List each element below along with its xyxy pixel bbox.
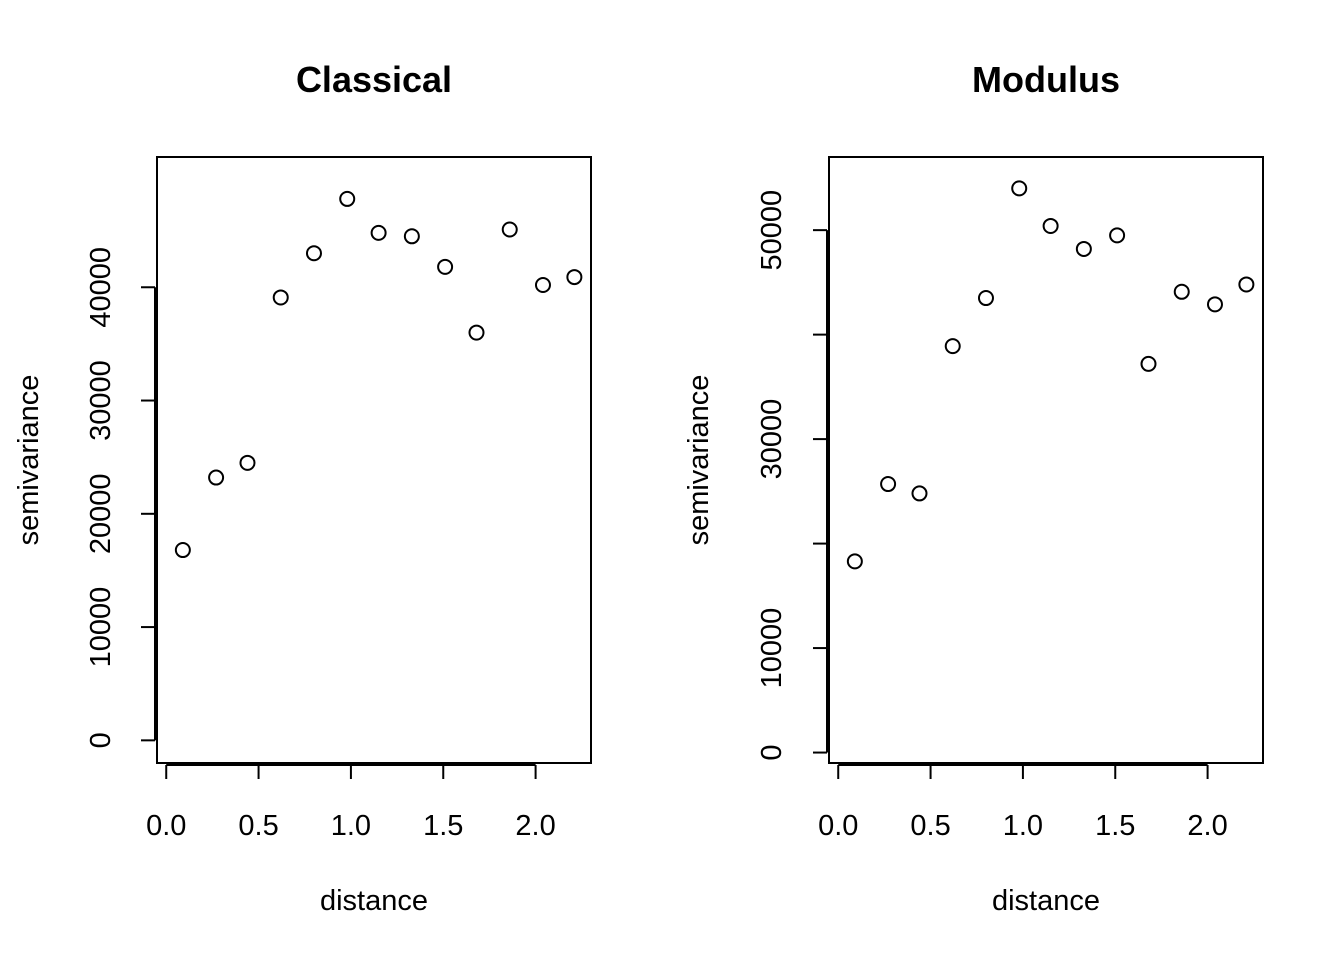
data-point [566,269,583,286]
data-point [437,258,454,275]
x-tick-label: 1.5 [1095,810,1135,842]
chart-title: Modulus [972,59,1120,100]
data-point [911,485,928,502]
data-point [1173,283,1190,300]
y-tick-label: 0 [756,744,788,760]
data-point [174,542,191,559]
data-point [305,245,322,262]
data-point [846,553,863,570]
panel-classical: Classical 0.0 0.5 1.0 1.5 2.0 0 10000 20000 30000… [13,59,592,917]
chart-title: Classical [296,59,452,100]
y-axis-label: semivariance [13,375,45,546]
x-axis-label: distance [992,885,1100,917]
data-point [534,276,551,293]
data-point [1109,227,1126,244]
data-point [501,221,518,238]
y-axis-label: semivariance [683,375,715,546]
y-tick-label: 40000 [85,247,117,328]
data-point [370,224,387,241]
y-tick-label: 10000 [756,608,788,689]
y-tick-label: 30000 [85,360,117,441]
y-tick-label: 50000 [756,190,788,271]
data-point [977,290,994,307]
data-point [403,228,420,245]
x-tick-label: 0.0 [818,810,858,842]
data-point [1042,217,1059,234]
data-point [1140,355,1157,372]
plot-frame [828,156,1264,764]
x-tick-label: 2.0 [515,810,555,842]
data-point [468,324,485,341]
y-tick-label: 0 [85,732,117,748]
x-tick-label: 1.0 [331,810,371,842]
data-point [1238,276,1255,293]
y-tick-label: 10000 [85,587,117,668]
data-point [208,469,225,486]
data-point [944,338,961,355]
x-axis-label: distance [320,885,428,917]
data-point [239,454,256,471]
data-point [1011,180,1028,197]
x-tick-label: 0.0 [146,810,186,842]
x-tick-label: 1.0 [1003,810,1043,842]
data-point [1206,296,1223,313]
x-tick-label: 0.5 [238,810,278,842]
y-tick-label: 20000 [85,473,117,554]
data-point [272,289,289,306]
x-tick-label: 0.5 [910,810,950,842]
data-point [1075,240,1092,257]
data-point [880,476,897,493]
x-tick-label: 2.0 [1187,810,1227,842]
panel-modulus: Modulus 0.0 0.5 1.0 1.5 2.0 0 10000 30000 50000 di… [683,59,1264,917]
x-tick-label: 1.5 [423,810,463,842]
y-tick-label: 30000 [756,399,788,480]
plot-frame [156,156,592,764]
data-point [339,190,356,207]
